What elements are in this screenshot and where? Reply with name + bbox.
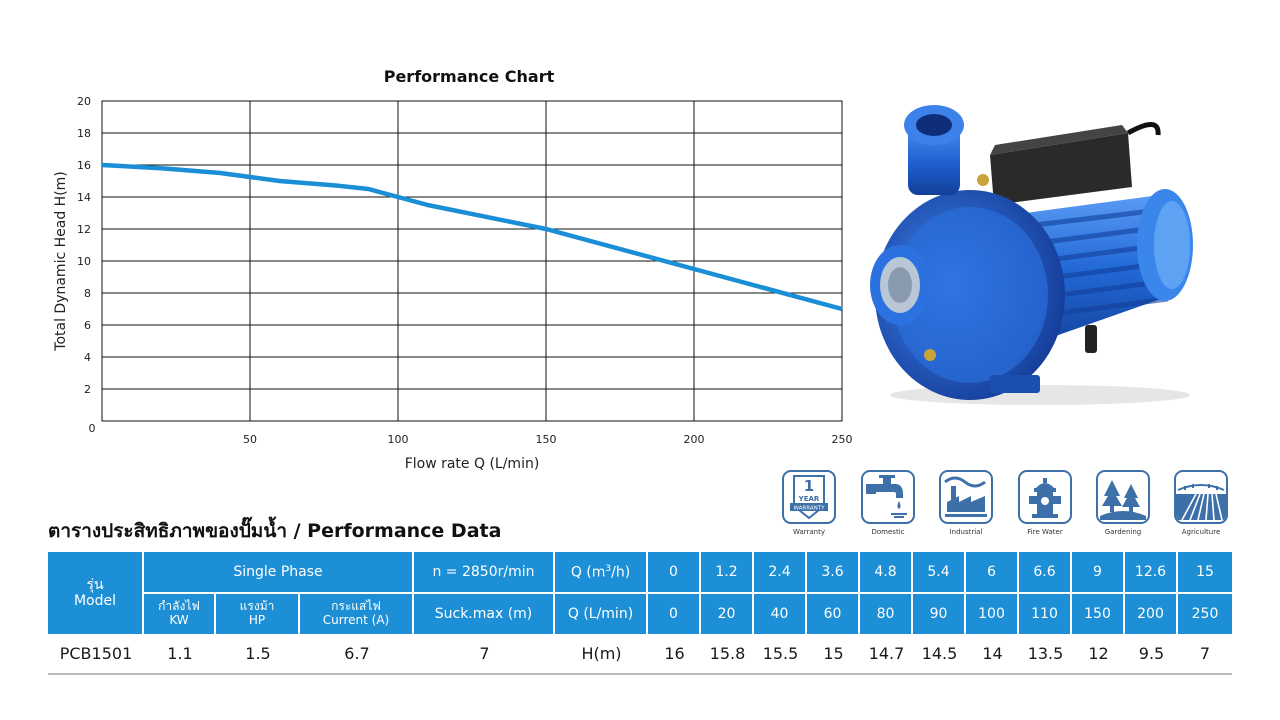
header-model: รุ่น Model (48, 552, 144, 636)
y-tick-label: 2 (84, 383, 91, 396)
fire-hydrant-icon (1018, 470, 1072, 524)
y-tick-label: 14 (77, 191, 91, 204)
q-lmin-cell: 100 (966, 594, 1019, 636)
q-m3h-cell: 15 (1178, 552, 1232, 594)
section-title: ตารางประสิทธิภาพของปั๊มน้ำ / Performance… (48, 520, 502, 542)
h-value-cell: 14 (982, 643, 1003, 663)
h-value-cell: 7 (1199, 643, 1211, 663)
h-value-cell: 9.5 (1138, 643, 1165, 663)
factory-icon (939, 470, 993, 524)
one-year-warranty-icon: 1 YEAR WARRANTY (782, 470, 836, 524)
y-tick-label: 4 (84, 351, 91, 364)
svg-text:WARRANTY: WARRANTY (794, 506, 826, 512)
h-value-cell: 12 (1088, 643, 1109, 663)
x-tick-label: 50 (243, 433, 257, 446)
performance-table: รุ่น Model Single Phase กำลังไฟ KW แรงม้า… (48, 552, 1232, 676)
feature-label: Agriculture (1181, 528, 1221, 536)
feature-icons: 1 YEAR WARRANTY Warranty Domestic (778, 470, 1238, 546)
y-tick-label: 18 (77, 127, 91, 140)
x-axis-label: Flow rate Q (L/min) (405, 456, 540, 472)
q-m3h-cell: 5.4 (913, 552, 966, 594)
h-value-cell: 15.5 (762, 643, 799, 663)
q-lmin-cell: 90 (913, 594, 966, 636)
header-suck-max: Suck.max (m) (414, 594, 555, 636)
faucet-icon (861, 470, 915, 524)
chart-title: Performance Chart (384, 67, 555, 86)
feature-agriculture: Agriculture (1170, 470, 1232, 536)
q-lmin-cell: 110 (1019, 594, 1072, 636)
header-q-m3h: Q (m3/h) (555, 552, 648, 594)
q-lmin-cell: 80 (860, 594, 913, 636)
h-value-cell: 15.8 (709, 643, 746, 663)
feature-label: Industrial (949, 528, 983, 536)
header-hp: แรงม้า HP (216, 594, 300, 636)
q-lmin-cell: 60 (807, 594, 860, 636)
cell-kw: 1.1 (167, 643, 193, 663)
q-m3h-cell: 1.2 (701, 552, 754, 594)
q-m3h-cell: 6.6 (1019, 552, 1072, 594)
header-model-th: รุ่น (86, 576, 104, 593)
header-kw: กำลังไฟ KW (144, 594, 216, 636)
q-lmin-cell: 0 (648, 594, 701, 636)
q-lmin-cell: 150 (1072, 594, 1125, 636)
svg-text:1: 1 (804, 477, 814, 495)
y-tick-label: 6 (84, 319, 91, 332)
q-m3h-cell: 12.6 (1125, 552, 1178, 594)
cell-h-label: H(m) (581, 643, 622, 663)
h-value-cell: 14.5 (921, 643, 958, 663)
q-lmin-cell: 40 (754, 594, 807, 636)
performance-curve (101, 162, 843, 312)
feature-label: Domestic (871, 528, 905, 536)
feature-label: Gardening (1104, 528, 1142, 536)
feature-warranty: 1 YEAR WARRANTY Warranty (778, 470, 840, 536)
q-m3h-cell: 3.6 (807, 552, 860, 594)
cell-current: 6.7 (344, 643, 370, 663)
h-value-cell: 15 (823, 643, 844, 663)
origin-label: 0 (89, 422, 96, 435)
cell-suck: 7 (479, 643, 490, 663)
header-speed: n = 2850r/min (414, 552, 555, 594)
feature-fire-water: Fire Water (1014, 470, 1076, 536)
x-tick-label: 150 (536, 433, 557, 446)
q-m3h-cell: 0 (648, 552, 701, 594)
y-axis-label: Total Dynamic Head H(m) (53, 171, 69, 351)
header-q-lmin: Q (L/min) (555, 594, 648, 636)
feature-industrial: Industrial (935, 470, 997, 536)
h-value-cell: 13.5 (1027, 643, 1064, 663)
q-lmin-cell: 250 (1178, 594, 1232, 636)
q-m3h-cell: 4.8 (860, 552, 913, 594)
header-model-en: Model (73, 593, 117, 609)
y-tick-label: 10 (77, 255, 91, 268)
performance-chart: Performance Chart 2 4 6 8 10 12 14 16 18 20 50 100… (53, 67, 853, 472)
y-tick-label: 16 (77, 159, 91, 172)
header-current: กระแสไฟ Current (A) (300, 594, 414, 636)
y-tick-label: 20 (77, 95, 91, 108)
farm-field-icon (1174, 470, 1228, 524)
svg-text:YEAR: YEAR (798, 495, 820, 503)
q-m3h-cell: 9 (1072, 552, 1125, 594)
y-tick-label: 12 (77, 223, 91, 236)
feature-label: Warranty (792, 528, 825, 536)
q-lmin-cell: 20 (701, 594, 754, 636)
cell-hp: 1.5 (245, 643, 271, 663)
y-tick-label: 8 (84, 287, 91, 300)
feature-label: Fire Water (1027, 528, 1063, 536)
header-single-phase: Single Phase (144, 552, 414, 594)
x-tick-label: 250 (832, 433, 853, 446)
q-m3h-cell: 6 (966, 552, 1019, 594)
trees-icon (1096, 470, 1150, 524)
pump-photo (870, 105, 1193, 405)
h-value-cell: 14.7 (868, 643, 905, 663)
feature-domestic: Domestic (857, 470, 919, 536)
h-value-cell: 16 (664, 643, 685, 663)
feature-gardening: Gardening (1092, 470, 1154, 536)
table-bottom-rule (48, 673, 1232, 675)
x-tick-label: 200 (684, 433, 705, 446)
q-m3h-cell: 2.4 (754, 552, 807, 594)
q-lmin-cell: 200 (1125, 594, 1178, 636)
cell-model: PCB1501 (59, 643, 133, 663)
x-tick-label: 100 (388, 433, 409, 446)
